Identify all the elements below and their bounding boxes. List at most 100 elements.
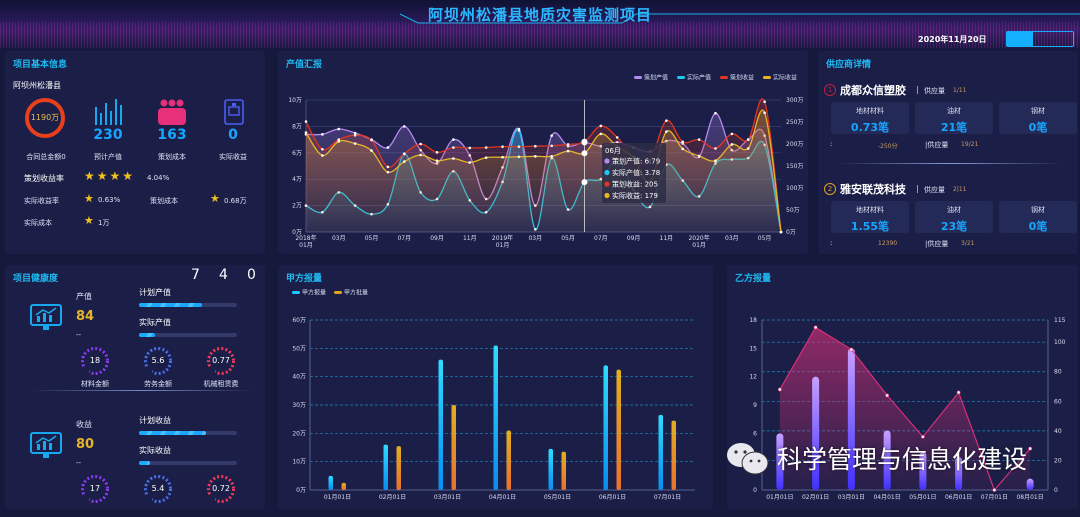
supplier-card[interactable]: 2 雅安联茂科技 | 供应量 2|11 地材材料 1.55笔 油材 23笔 钢材 0笔… <box>818 178 1078 248</box>
x-tick-label: 03月 <box>725 235 739 242</box>
stat-value: 163 <box>157 127 187 143</box>
header: 阿坝州松潘县地质灾害监测项目 2020年11月20日 <box>0 0 1080 50</box>
data-point <box>714 111 717 115</box>
data-point <box>599 124 603 128</box>
section-label: 产值 <box>76 292 92 301</box>
y-tick-label: 40万 <box>292 374 306 381</box>
bar <box>341 482 346 490</box>
y-tick-label: 18 <box>749 317 757 324</box>
data-point <box>337 140 341 143</box>
tooltip-row: 策划收益: 205 <box>612 180 658 189</box>
score: -250分 <box>878 143 898 150</box>
data-point <box>419 153 422 157</box>
star-rating-icon: ★★★★ <box>84 169 136 183</box>
material-box: 地材材料 0.73笔 <box>831 102 909 134</box>
tooltip <box>602 143 666 203</box>
count-digit: 7 <box>191 267 200 283</box>
data-point <box>321 133 324 136</box>
gauge-value: 18 <box>89 356 101 365</box>
view-toggle[interactable] <box>1006 31 1074 47</box>
stat-label: 实际收益 <box>219 153 247 161</box>
watermark-text: 科学管理与信息化建设 <box>777 445 1028 474</box>
x-tick-label: 03月 <box>332 235 346 242</box>
x-tick-label: 03月01日 <box>838 494 865 501</box>
panel-title: 项目健康度 <box>13 274 59 284</box>
tooltip-dot <box>604 181 610 187</box>
divider <box>30 390 255 391</box>
x-tick-label: 09月 <box>430 235 444 242</box>
supply-label: |供应量 <box>925 141 949 149</box>
stat-value: 0 <box>228 127 238 143</box>
bar-chart-icon <box>95 99 122 125</box>
bar <box>883 430 891 490</box>
data-point <box>468 161 472 164</box>
highlight-point <box>581 150 588 157</box>
data-point <box>534 144 537 148</box>
data-point <box>956 390 961 395</box>
data-point <box>1028 446 1033 451</box>
x-tick-label: 02月01日 <box>379 494 406 501</box>
data-point <box>730 143 734 146</box>
data-point <box>763 111 766 115</box>
y-tick-label: 30万 <box>292 402 306 409</box>
tooltip-dot <box>604 169 610 176</box>
gauge-ring-icon <box>79 347 109 377</box>
legend-label: 甲方报量 <box>302 289 326 297</box>
data-point <box>550 134 553 137</box>
supplier-name: 成都众信塑胶 <box>840 84 906 97</box>
wechat-logo-icon <box>727 443 769 475</box>
gauge-ring-icon <box>79 475 109 505</box>
data-point <box>779 230 783 234</box>
section-score: 84 <box>76 309 95 324</box>
data-point <box>714 147 717 150</box>
x-tick-label: 03月 <box>528 235 542 242</box>
page-title: 阿坝州松潘县地质灾害监测项目 <box>427 6 652 24</box>
gauge-ring-icon <box>142 475 172 505</box>
colon: : <box>830 140 833 148</box>
data-point <box>566 143 570 146</box>
data-point <box>665 130 668 133</box>
legend-swatch <box>677 76 685 79</box>
supplier-card[interactable]: 1 成都众信塑胶 | 供应量 1/11 地材材料 0.73笔 油材 21笔 钢材 0笔… <box>818 79 1078 150</box>
data-point <box>730 132 734 136</box>
panel-title: 供应商详情 <box>826 60 872 70</box>
supplier-panel: 供应商详情 1 成都众信塑胶 | 供应量 1/11 地材材料 0.73笔 油材 21… <box>818 51 1078 254</box>
data-point <box>337 127 341 131</box>
data-point <box>353 142 357 145</box>
row-value: 1万 <box>98 219 110 227</box>
tooltip-title: 06月 <box>605 147 621 155</box>
separator: | <box>916 85 919 94</box>
data-point <box>402 152 406 155</box>
legend-swatch <box>763 76 771 79</box>
gauge-value: 0.77 <box>212 356 230 365</box>
data-point <box>419 142 422 146</box>
date-label: 2020年11月20日 <box>918 35 987 44</box>
gauge-value: 5.4 <box>151 484 165 493</box>
tooltip-dot <box>604 158 610 164</box>
data-point <box>714 159 717 163</box>
data-point <box>386 170 390 174</box>
y-tick-label: 0万 <box>296 487 306 494</box>
data-point <box>615 136 619 139</box>
data-point <box>746 138 750 141</box>
data-point <box>501 155 504 159</box>
data-point <box>484 156 488 159</box>
y-right-tick-label: 50万 <box>786 207 800 214</box>
section-dash: -- <box>76 331 82 339</box>
oil-box: 油材 23笔 <box>915 201 993 233</box>
bar <box>396 446 401 490</box>
basic-info-panel: 项目基本信息 阿坝州松潘县 1190万 230 163 0 合同总金额0 预计产… <box>5 51 265 254</box>
row-value: 0.68万 <box>224 197 247 205</box>
people-icon <box>158 99 186 125</box>
x-tick-label: 04月01日 <box>489 494 516 501</box>
rate-label: 策划收益率 <box>24 174 64 183</box>
row-label: 策划成本 <box>150 197 178 205</box>
x-tick-label: 05月 <box>561 235 575 242</box>
panel-title: 乙方报量 <box>735 274 772 284</box>
bar <box>671 420 676 490</box>
x-tick-label: 05月01日 <box>909 494 936 501</box>
gauge-ring-icon <box>205 475 235 505</box>
y-right-tick-label: 250万 <box>786 119 803 126</box>
gauge-ring-icon <box>205 347 235 377</box>
x-tick-label: 06月01日 <box>945 494 972 501</box>
